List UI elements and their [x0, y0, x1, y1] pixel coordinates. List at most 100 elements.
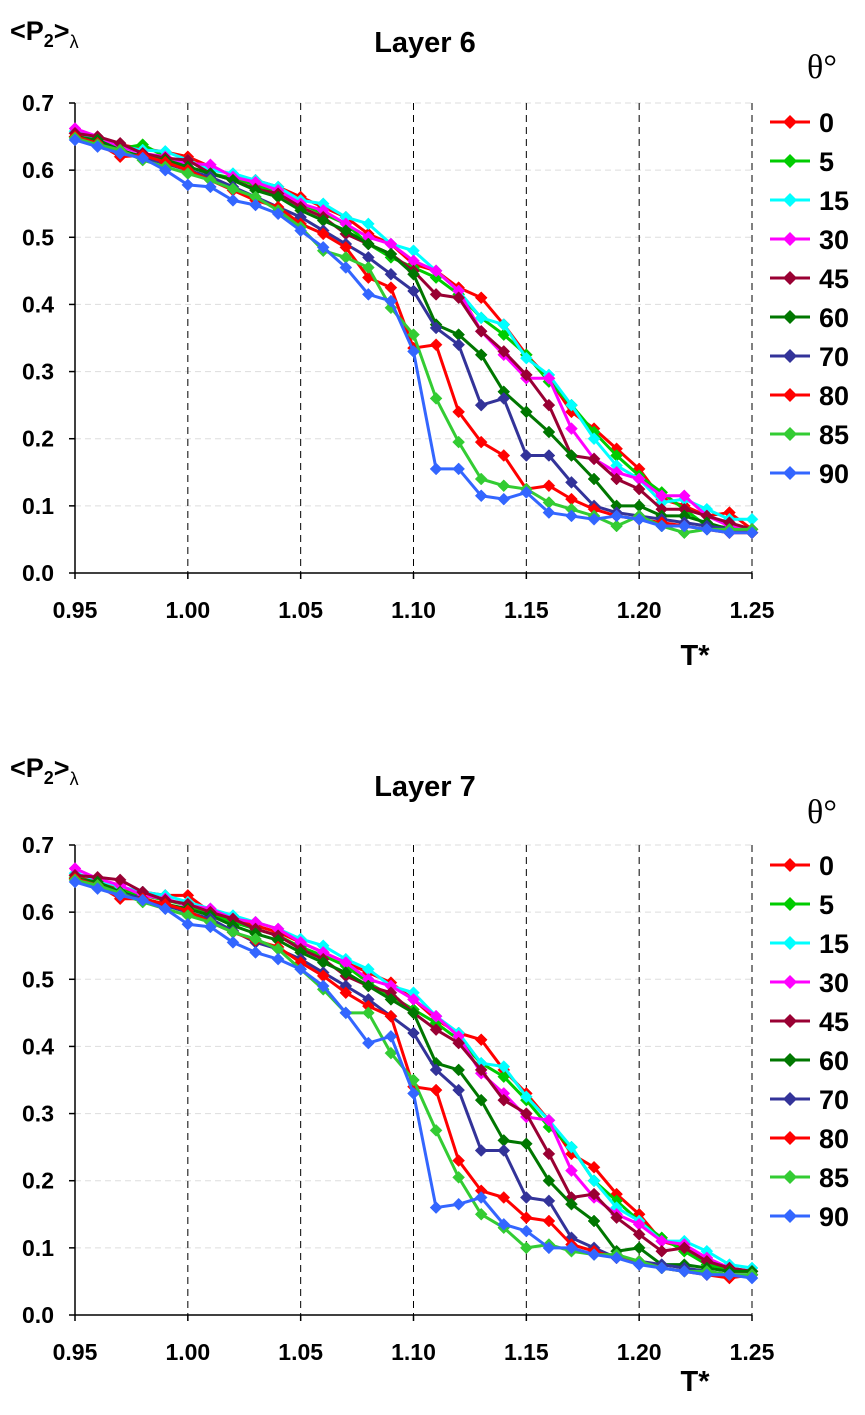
- data-point: [497, 1144, 511, 1157]
- legend-entry-70: 70: [770, 1085, 849, 1115]
- data-point: [565, 509, 578, 523]
- series-15: [68, 866, 759, 1275]
- data-point: [407, 284, 420, 298]
- legend-entry-85: 85: [770, 420, 849, 450]
- data-point: [204, 920, 217, 934]
- data-point: [91, 882, 104, 895]
- data-point: [519, 1090, 533, 1104]
- data-point: [632, 482, 646, 496]
- data-point: [587, 1174, 601, 1188]
- data-point: [565, 449, 578, 462]
- data-point: [452, 1036, 465, 1050]
- data-point: [745, 1271, 759, 1285]
- data-point: [407, 345, 420, 358]
- data-point: [249, 198, 262, 212]
- data-point: [429, 1083, 443, 1097]
- data-point: [452, 1083, 465, 1097]
- data-point: [497, 1191, 511, 1204]
- data-point: [429, 338, 443, 352]
- legend-marker: [783, 310, 797, 324]
- data-point: [91, 140, 104, 153]
- legend-label: 0: [819, 851, 834, 881]
- data-point: [542, 1241, 556, 1255]
- legend-marker: [783, 349, 797, 363]
- data-point: [519, 405, 533, 419]
- data-point: [136, 151, 150, 165]
- x-tick-label: 1.00: [165, 597, 210, 623]
- data-point: [700, 523, 714, 536]
- data-point: [429, 462, 443, 476]
- legend-entry-80: 80: [770, 381, 849, 411]
- legend-marker: [783, 1131, 797, 1145]
- y-tick-label: 0.3: [22, 359, 54, 385]
- data-point: [677, 526, 691, 540]
- data-point: [677, 1265, 691, 1278]
- chart-title: Layer 6: [374, 27, 476, 59]
- legend-label: 90: [819, 459, 849, 489]
- data-point: [542, 1214, 556, 1228]
- data-point: [68, 875, 82, 889]
- legend-label: 85: [819, 420, 849, 450]
- data-point: [249, 932, 262, 946]
- data-point: [429, 392, 443, 405]
- y-tick-label: 0.6: [22, 157, 54, 183]
- legend-marker: [783, 1092, 797, 1106]
- data-point: [565, 1140, 578, 1154]
- series-90: [68, 875, 759, 1285]
- data-point: [565, 422, 578, 435]
- data-point: [542, 506, 556, 519]
- data-point: [316, 979, 330, 993]
- data-point: [474, 472, 488, 486]
- legend-marker: [783, 1053, 797, 1067]
- x-tick-label: 1.10: [391, 597, 436, 623]
- data-point: [113, 889, 127, 902]
- data-point: [407, 1026, 420, 1040]
- legend-entry-60: 60: [770, 303, 849, 333]
- data-point: [429, 1201, 443, 1214]
- legend-label: 85: [819, 1163, 849, 1193]
- data-point: [407, 328, 420, 341]
- data-point: [384, 247, 398, 261]
- data-point: [204, 180, 217, 194]
- legend-marker: [783, 388, 797, 402]
- legend-entry-90: 90: [770, 459, 849, 489]
- data-point: [362, 237, 375, 251]
- data-point: [474, 291, 488, 305]
- data-point: [632, 512, 646, 526]
- x-tick-label: 1.05: [278, 597, 323, 623]
- data-point: [474, 398, 488, 412]
- legend-entry-15: 15: [770, 186, 849, 216]
- data-point: [519, 1224, 533, 1238]
- data-point: [610, 1251, 623, 1265]
- data-point: [474, 489, 488, 503]
- legend-marker: [783, 232, 797, 246]
- legend-entry-5: 5: [770, 890, 834, 920]
- x-tick-label: 1.15: [504, 1339, 549, 1365]
- chart-layer-6: 0.0 0.1 0.2 0.3 0.4 0.5 0.6 0.7 0.95 1.00 1.05 1.10…: [0, 0, 865, 705]
- data-point: [677, 1241, 691, 1255]
- y-tick-label: 0.3: [22, 1101, 54, 1127]
- legend-marker: [783, 271, 797, 285]
- x-tick-label: 1.05: [278, 1339, 323, 1365]
- data-point: [429, 1124, 443, 1137]
- data-point: [474, 1063, 488, 1077]
- data-point: [610, 519, 623, 533]
- data-point: [362, 1036, 375, 1050]
- data-point: [519, 449, 533, 462]
- data-point: [723, 526, 736, 540]
- y-tick-label: 0.2: [22, 1168, 54, 1194]
- legend-entry-90: 90: [770, 1202, 849, 1232]
- data-point: [474, 435, 488, 449]
- data-point: [452, 1197, 465, 1211]
- data-point: [587, 1248, 601, 1261]
- data-point: [429, 264, 443, 278]
- data-point: [452, 1154, 465, 1167]
- data-point: [565, 1197, 578, 1211]
- data-point: [452, 435, 465, 449]
- data-point: [497, 492, 511, 506]
- y-tick-label: 0.0: [22, 560, 54, 586]
- data-point: [565, 476, 578, 489]
- legend-marker: [783, 936, 797, 950]
- legend-marker: [783, 427, 797, 441]
- chart-layer-7: 0.0 0.1 0.2 0.3 0.4 0.5 0.6 0.7 0.95 1.00 1.05 1.10…: [0, 705, 865, 1410]
